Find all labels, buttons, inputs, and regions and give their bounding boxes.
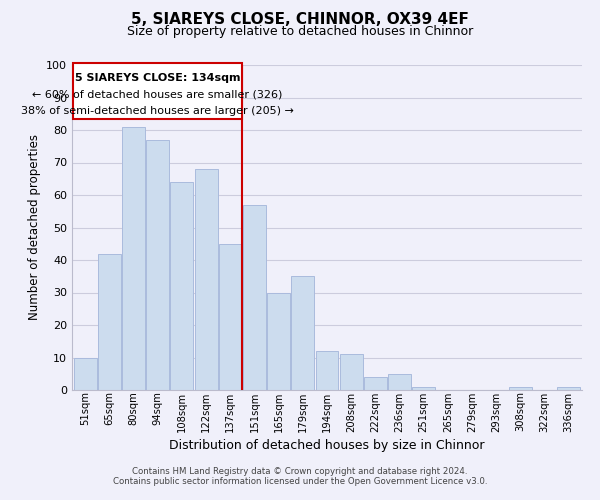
Bar xyxy=(122,126,145,390)
Bar xyxy=(557,387,580,390)
Bar xyxy=(73,64,242,118)
Bar xyxy=(74,358,97,390)
Bar xyxy=(316,351,338,390)
Text: 38% of semi-detached houses are larger (205) →: 38% of semi-detached houses are larger (… xyxy=(21,106,294,116)
Bar xyxy=(364,377,387,390)
Y-axis label: Number of detached properties: Number of detached properties xyxy=(28,134,41,320)
X-axis label: Distribution of detached houses by size in Chinnor: Distribution of detached houses by size … xyxy=(169,438,485,452)
Bar xyxy=(194,169,218,390)
Bar xyxy=(267,292,290,390)
Bar xyxy=(388,374,411,390)
Text: Contains HM Land Registry data © Crown copyright and database right 2024.: Contains HM Land Registry data © Crown c… xyxy=(132,467,468,476)
Bar xyxy=(146,140,169,390)
Text: Size of property relative to detached houses in Chinnor: Size of property relative to detached ho… xyxy=(127,25,473,38)
Bar xyxy=(219,244,242,390)
Text: Contains public sector information licensed under the Open Government Licence v3: Contains public sector information licen… xyxy=(113,477,487,486)
Bar xyxy=(98,254,121,390)
Bar xyxy=(170,182,193,390)
Bar xyxy=(292,276,314,390)
Text: 5, SIAREYS CLOSE, CHINNOR, OX39 4EF: 5, SIAREYS CLOSE, CHINNOR, OX39 4EF xyxy=(131,12,469,28)
Bar xyxy=(412,387,435,390)
Text: ← 60% of detached houses are smaller (326): ← 60% of detached houses are smaller (32… xyxy=(32,90,283,100)
Bar xyxy=(243,205,266,390)
Text: 5 SIAREYS CLOSE: 134sqm: 5 SIAREYS CLOSE: 134sqm xyxy=(75,73,241,83)
Bar xyxy=(340,354,362,390)
Bar xyxy=(509,387,532,390)
